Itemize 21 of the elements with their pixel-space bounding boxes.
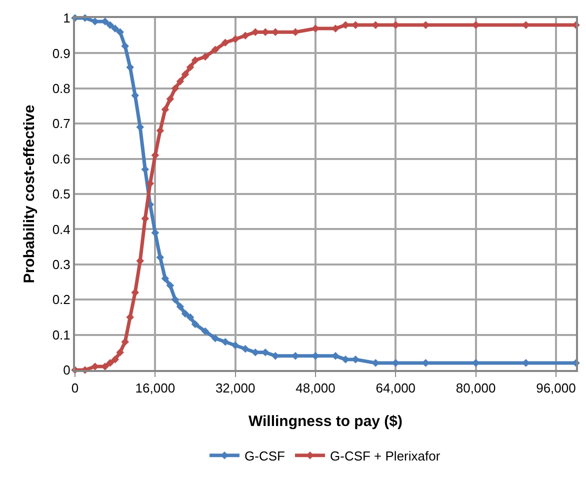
legend-label: G-CSF + Plerixafor [330, 448, 441, 464]
y-tick-label: 0.2 [52, 292, 70, 308]
y-tick-label: 0.1 [52, 327, 70, 342]
legend-label: G-CSF [244, 448, 285, 464]
y-tick-label: 0.8 [52, 80, 70, 96]
x-tick-label: 16,000 [135, 380, 176, 396]
y-axis-title: Probability cost-effective [21, 104, 38, 284]
y-tick-label: 1 [63, 10, 70, 26]
y-tick-label: 0.3 [52, 256, 70, 272]
y-tick-label: 0.5 [52, 186, 70, 202]
y-tick-label: 0.6 [52, 151, 70, 166]
x-tick-label: 64,000 [376, 380, 416, 396]
x-tick-label: 96,000 [536, 380, 576, 396]
x-tick-label: 48,000 [296, 380, 336, 396]
y-tick-label: 0 [63, 362, 70, 378]
x-tick-label: 80,000 [456, 380, 496, 396]
y-tick-label: 0.4 [52, 222, 70, 237]
y-tick-label: 0.7 [52, 116, 70, 132]
x-tick-label: 32,000 [215, 380, 256, 396]
y-tick-label: 0.9 [52, 46, 70, 61]
x-axis-title: Willingness to pay ($) [248, 413, 403, 430]
